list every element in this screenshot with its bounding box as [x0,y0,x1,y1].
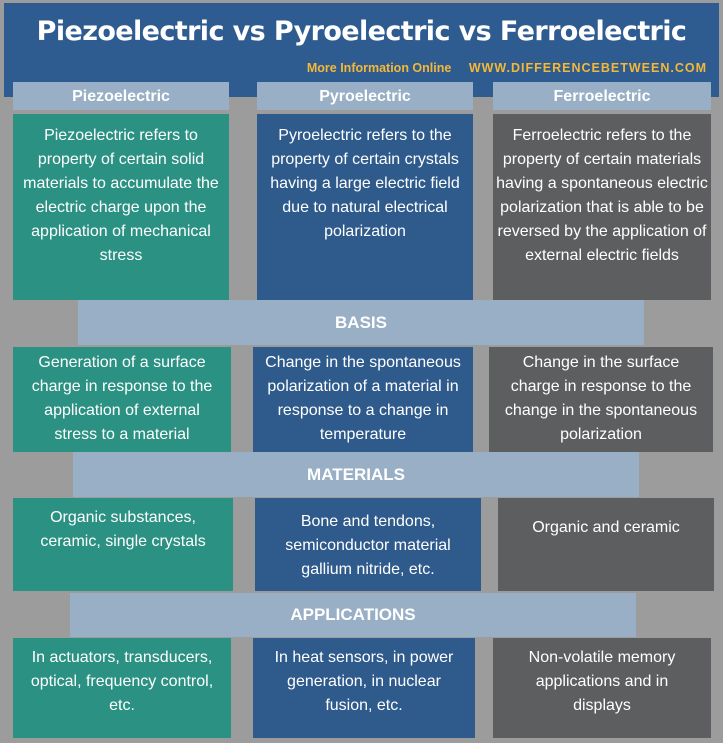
section-materials-header: MATERIALS [73,452,639,497]
basis-ferroelectric: Change in the surface charge in response… [489,347,713,452]
source-line: More Information Online WWW.DIFFERENCEBE… [307,61,707,75]
column-header-pyroelectric: Pyroelectric [257,82,473,110]
materials-piezoelectric: Organic substances, ceramic, single crys… [13,498,233,591]
page-title: Piezoelectric vs Pyroelectric vs Ferroel… [4,16,719,47]
definition-pyroelectric: Pyroelectric refers to the property of c… [257,114,473,300]
definition-ferroelectric: Ferroelectric refers to the property of … [493,114,711,300]
definition-piezoelectric: Piezoelectric refers to property of cert… [13,114,229,300]
column-header-piezoelectric: Piezoelectric [13,82,229,110]
column-header-ferroelectric: Ferroelectric [493,82,711,110]
basis-piezoelectric: Generation of a surface charge in respon… [13,347,231,452]
basis-pyroelectric: Change in the spontaneous polarization o… [253,347,473,452]
section-basis-header: BASIS [78,300,644,345]
materials-pyroelectric: Bone and tendons, semiconductor material… [255,498,481,591]
more-info-text: More Information Online [307,61,451,75]
site-link[interactable]: WWW.DIFFERENCEBETWEEN.COM [469,61,707,75]
materials-ferroelectric: Organic and ceramic [498,498,714,591]
section-applications-header: APPLICATIONS [70,593,636,637]
applications-pyroelectric: In heat sensors, in power generation, in… [253,638,475,738]
applications-piezoelectric: In actuators, transducers, optical, freq… [13,638,231,738]
applications-ferroelectric: Non-volatile memory applications and in … [493,638,711,738]
